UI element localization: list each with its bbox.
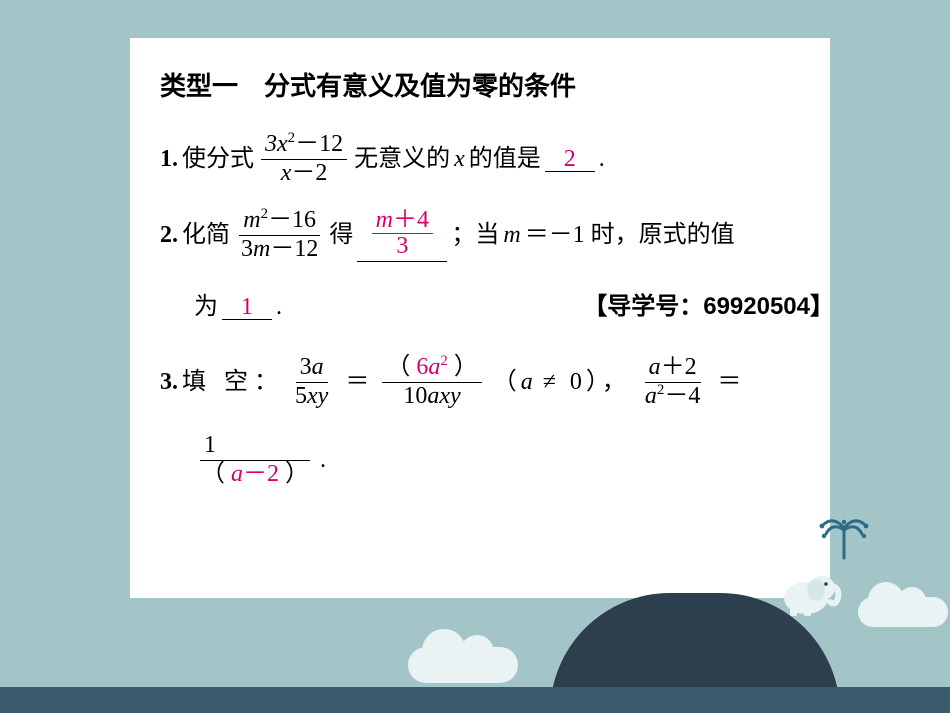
text: 为	[194, 281, 218, 334]
variable: m	[503, 209, 520, 262]
problem-3: 3. 填 空： 3a 5xy ＝ （ 6a2 ） 10axy （a ≠ 0）， …	[160, 354, 800, 488]
variable: x	[454, 133, 465, 186]
answer-blank: 2	[545, 147, 595, 172]
fraction: 3a 5xy	[291, 354, 332, 410]
worksheet-card: 类型一 分式有意义及值为零的条件 1. 使分式 3x2－12 x－2 无意义的 …	[130, 38, 830, 598]
text: ；当	[451, 209, 499, 262]
fraction: （ 6a2 ） 10axy	[382, 354, 481, 410]
problem-number: 2.	[160, 209, 178, 262]
answer-blank: 1	[222, 295, 272, 320]
reference-number: 【导学号：69920504】	[583, 281, 834, 334]
answer-fraction: m＋4 3	[372, 208, 433, 259]
fraction: 3x2－12 x－2	[261, 131, 347, 187]
problem-number: 3.	[160, 356, 178, 409]
cloud-decoration	[408, 647, 518, 683]
answer-blank: m＋4 3	[357, 208, 447, 262]
equals: ＝	[345, 356, 369, 409]
text: 的值是	[469, 133, 541, 186]
text: .	[276, 281, 282, 334]
fraction: m2－16 3m－12	[237, 207, 322, 263]
section-title: 类型一 分式有意义及值为零的条件	[160, 66, 800, 103]
condition: （a ≠ 0），	[493, 356, 630, 409]
text: .	[599, 133, 605, 186]
water-decoration	[0, 687, 950, 713]
problem-number: 1.	[160, 133, 178, 186]
text: 无意义的	[354, 133, 450, 186]
text: 使分式	[182, 133, 254, 186]
equals: ＝	[717, 356, 741, 409]
problem-1: 1. 使分式 3x2－12 x－2 无意义的 x 的值是 2 .	[160, 131, 800, 187]
fraction: 1 （ a－2 ）	[197, 432, 313, 488]
text: ＝－1 时，原式的值	[525, 209, 735, 262]
text: .	[320, 434, 326, 487]
text: 填 空：	[182, 356, 284, 409]
fountain-decoration	[814, 508, 874, 573]
cloud-decoration	[858, 597, 948, 627]
fraction: a＋2 a2－4	[641, 354, 704, 410]
text: 化简	[182, 209, 230, 262]
text: 得	[329, 209, 353, 262]
problem-2: 2. 化简 m2－16 3m－12 得 m＋4 3 ；当 m ＝－1 时，原式的…	[160, 207, 800, 334]
